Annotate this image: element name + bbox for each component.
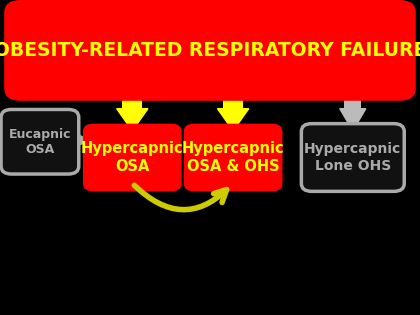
Text: Hypercapnic
OSA & OHS: Hypercapnic OSA & OHS — [182, 141, 284, 174]
FancyBboxPatch shape — [302, 124, 404, 192]
FancyBboxPatch shape — [184, 124, 282, 192]
FancyBboxPatch shape — [1, 109, 79, 174]
FancyBboxPatch shape — [4, 0, 416, 101]
Polygon shape — [340, 109, 366, 131]
Text: OBESITY-RELATED RESPIRATORY FAILURE: OBESITY-RELATED RESPIRATORY FAILURE — [0, 41, 420, 60]
FancyBboxPatch shape — [83, 124, 182, 192]
Bar — [344, 88, 361, 109]
Polygon shape — [117, 109, 148, 131]
Bar — [122, 88, 142, 109]
Bar — [223, 88, 243, 109]
Text: Eucapnic
OSA: Eucapnic OSA — [9, 128, 71, 156]
Polygon shape — [218, 109, 249, 131]
Text: Hypercapnic
Lone OHS: Hypercapnic Lone OHS — [304, 142, 402, 173]
FancyArrowPatch shape — [134, 185, 227, 210]
Text: Hypercapnic
OSA: Hypercapnic OSA — [81, 141, 184, 174]
